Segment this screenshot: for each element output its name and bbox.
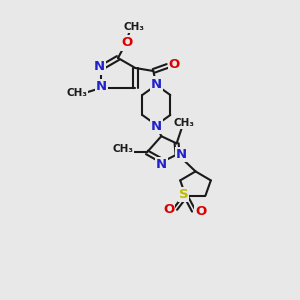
- Text: N: N: [151, 119, 162, 133]
- Text: O: O: [122, 37, 133, 50]
- Text: S: S: [179, 188, 188, 201]
- Text: N: N: [156, 158, 167, 171]
- Text: CH₃: CH₃: [112, 144, 134, 154]
- Text: CH₃: CH₃: [66, 88, 87, 98]
- Text: CH₃: CH₃: [124, 22, 145, 32]
- Text: N: N: [151, 77, 162, 91]
- Text: O: O: [169, 58, 180, 71]
- Text: O: O: [163, 203, 174, 216]
- Text: N: N: [94, 61, 105, 74]
- Text: N: N: [176, 148, 187, 161]
- Text: N: N: [96, 80, 107, 94]
- Text: O: O: [195, 205, 206, 218]
- Text: CH₃: CH₃: [173, 118, 194, 128]
